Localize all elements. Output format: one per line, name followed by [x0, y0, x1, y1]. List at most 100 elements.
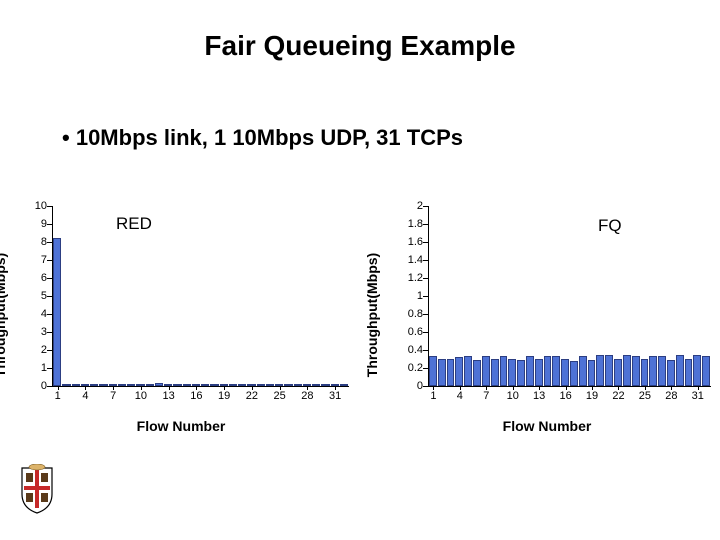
bar — [482, 356, 490, 386]
y-tick-label: 0 — [417, 380, 429, 392]
crest-cross-h — [24, 486, 50, 490]
x-tick-label: 13 — [163, 390, 175, 402]
bar — [99, 384, 107, 386]
bar — [53, 238, 61, 386]
x-tick-label: 19 — [218, 390, 230, 402]
bar — [544, 356, 552, 386]
bar — [676, 355, 684, 387]
bar — [500, 356, 508, 386]
chart-red-ylabel: Throughput(Mbps) — [0, 253, 8, 377]
bar — [473, 360, 481, 386]
chart-fq: Throughput(Mbps) FQ 00.20.40.60.811.21.4… — [378, 200, 716, 430]
bar — [552, 356, 560, 386]
x-tick-label: 28 — [665, 390, 677, 402]
bar — [588, 360, 596, 386]
bar — [667, 360, 675, 386]
bar — [201, 384, 209, 386]
bar — [294, 384, 302, 386]
brown-crest-icon — [20, 464, 54, 514]
bar — [62, 384, 70, 386]
y-tick-label: 6 — [41, 272, 53, 284]
bar — [146, 384, 154, 386]
x-tick-label: 28 — [301, 390, 313, 402]
y-tick-label: 1.6 — [408, 236, 429, 248]
y-tick-label: 3 — [41, 326, 53, 338]
bar — [632, 356, 640, 386]
bar — [658, 356, 666, 386]
y-tick-label: 1 — [41, 362, 53, 374]
bar — [266, 384, 274, 386]
y-tick-label: 10 — [35, 200, 53, 212]
bar — [183, 384, 191, 386]
bar — [614, 359, 622, 386]
crest-q2 — [41, 473, 48, 482]
bar — [284, 384, 292, 386]
bar — [702, 356, 710, 386]
y-tick-label: 8 — [41, 236, 53, 248]
y-tick-label: 1.2 — [408, 272, 429, 284]
y-tick-label: 1 — [417, 290, 429, 302]
bar — [118, 384, 126, 386]
y-tick-label: 9 — [41, 218, 53, 230]
chart-red: Throughput(Mbps) RED 012345678910 147101… — [6, 200, 356, 430]
bar — [570, 361, 578, 386]
bar — [72, 384, 80, 386]
x-tick-label: 16 — [190, 390, 202, 402]
bar — [464, 356, 472, 386]
chart-fq-ylabel: Throughput(Mbps) — [364, 253, 380, 377]
chart-red-plot: 012345678910 1471013161922252831 — [52, 206, 349, 387]
y-tick-label: 2 — [41, 344, 53, 356]
bar — [238, 384, 246, 386]
x-tick-label: 7 — [483, 390, 489, 402]
x-tick-label: 1 — [55, 390, 61, 402]
bar — [649, 356, 657, 386]
y-tick-label: 0.2 — [408, 362, 429, 374]
bar — [173, 384, 181, 386]
chart-red-xlabel: Flow Number — [137, 418, 226, 434]
bar — [641, 359, 649, 386]
y-tick-label: 7 — [41, 254, 53, 266]
bar — [229, 384, 237, 386]
x-tick-label: 10 — [135, 390, 147, 402]
bar — [340, 384, 348, 386]
x-tick-label: 7 — [110, 390, 116, 402]
chart-fq-xlabel: Flow Number — [503, 418, 592, 434]
bar — [517, 360, 525, 386]
bar — [312, 384, 320, 386]
bar — [127, 384, 135, 386]
x-tick-label: 10 — [507, 390, 519, 402]
crest-q1 — [26, 473, 33, 482]
y-tick-label: 0.4 — [408, 344, 429, 356]
crest-q4 — [41, 493, 48, 502]
crest-q3 — [26, 493, 33, 502]
x-tick-label: 1 — [430, 390, 436, 402]
bar — [210, 384, 218, 386]
y-tick-label: 1.8 — [408, 218, 429, 230]
y-tick-label: 0.6 — [408, 326, 429, 338]
bar — [561, 359, 569, 386]
bar — [693, 355, 701, 387]
bar — [579, 356, 587, 386]
bar — [685, 359, 693, 386]
bar — [321, 384, 329, 386]
x-tick-label: 16 — [559, 390, 571, 402]
slide-title: Fair Queueing Example — [0, 30, 720, 62]
bar — [257, 384, 265, 386]
bar — [508, 359, 516, 386]
bar — [526, 356, 534, 386]
chart-red-bars — [53, 206, 349, 386]
y-tick-label: 5 — [41, 290, 53, 302]
bar — [429, 356, 437, 386]
bar — [90, 384, 98, 386]
chart-fq-bars — [429, 206, 711, 386]
x-tick-label: 19 — [586, 390, 598, 402]
bar — [535, 359, 543, 386]
y-tick-label: 1.4 — [408, 254, 429, 266]
bar — [491, 359, 499, 386]
chart-fq-plot: 00.20.40.60.811.21.41.61.82 147101316192… — [428, 206, 711, 387]
bar — [605, 355, 613, 386]
slide-bullet: 10Mbps link, 1 10Mbps UDP, 31 TCPs — [62, 125, 463, 151]
x-tick-label: 25 — [274, 390, 286, 402]
bar — [455, 357, 463, 386]
x-tick-label: 4 — [82, 390, 88, 402]
